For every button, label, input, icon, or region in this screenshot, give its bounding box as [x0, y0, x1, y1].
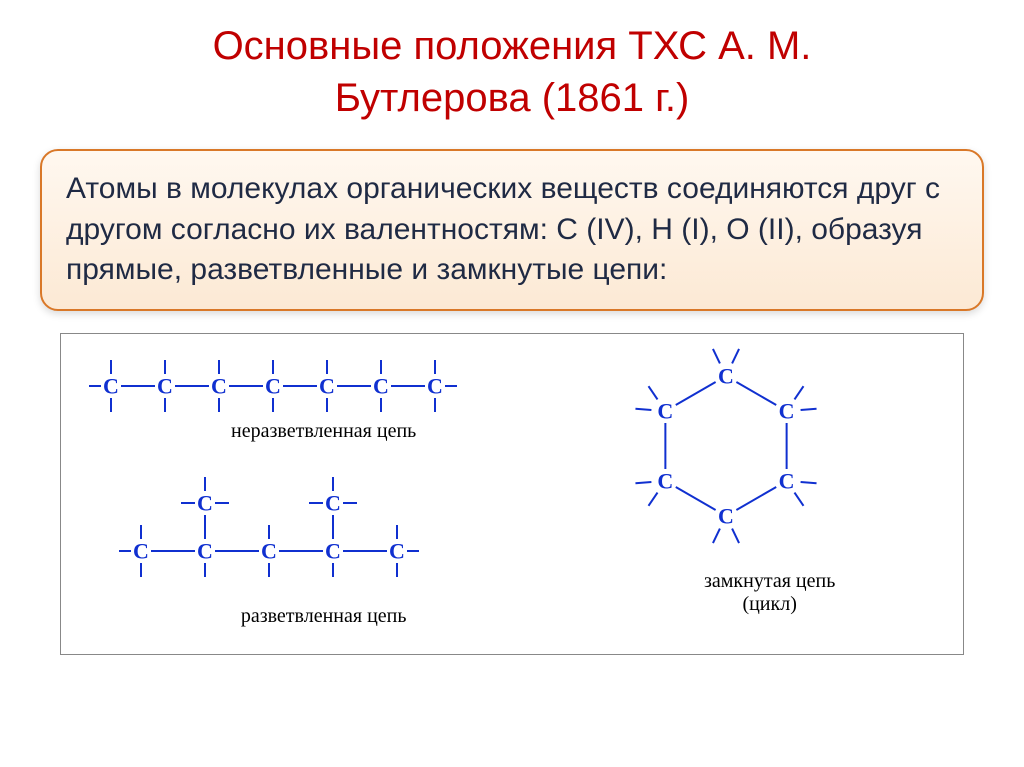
page-title: Основные положения ТХС А. М. Бутлерова (…	[40, 20, 984, 124]
svg-text:C: C	[718, 503, 734, 528]
svg-text:C: C	[325, 490, 341, 515]
svg-text:C: C	[261, 538, 277, 563]
svg-text:C: C	[427, 373, 443, 398]
svg-text:C: C	[325, 538, 341, 563]
svg-text:C: C	[718, 363, 734, 388]
branched-chain-label: разветвленная цепь	[81, 605, 566, 628]
svg-text:C: C	[779, 468, 795, 493]
svg-text:C: C	[103, 373, 119, 398]
svg-text:C: C	[265, 373, 281, 398]
svg-text:C: C	[389, 538, 405, 563]
svg-text:C: C	[319, 373, 335, 398]
linear-chain-label: неразветвленная цепь	[81, 420, 566, 443]
svg-text:C: C	[197, 538, 213, 563]
principle-text-box: Атомы в молекулах органических веществ с…	[40, 149, 984, 311]
branched-chain-figure: CCCCCCC разветвленная цепь	[81, 451, 566, 628]
title-line-1: Основные положения ТХС А. М.	[213, 24, 812, 68]
svg-text:C: C	[197, 490, 213, 515]
svg-text:C: C	[133, 538, 149, 563]
svg-text:C: C	[779, 398, 795, 423]
svg-text:C: C	[658, 468, 674, 493]
principle-text: Атомы в молекулах органических веществ с…	[66, 172, 940, 286]
cyclic-chain-label: замкнутая цепь (цикл)	[596, 570, 943, 616]
linear-chain-figure: C C C C C C C неразветвленная цепь	[81, 346, 566, 443]
svg-text:C: C	[211, 373, 227, 398]
title-line-2: Бутлерова (1861 г.)	[335, 76, 690, 120]
cyclic-chain-figure: C C C C C C замкнутая цепь (цикл)	[596, 346, 943, 616]
svg-text:C: C	[157, 373, 173, 398]
svg-text:C: C	[373, 373, 389, 398]
svg-text:C: C	[658, 398, 674, 423]
diagram-panel: CCCCCCC неразветвленная цепь CCCCCCC раз…	[60, 333, 964, 655]
